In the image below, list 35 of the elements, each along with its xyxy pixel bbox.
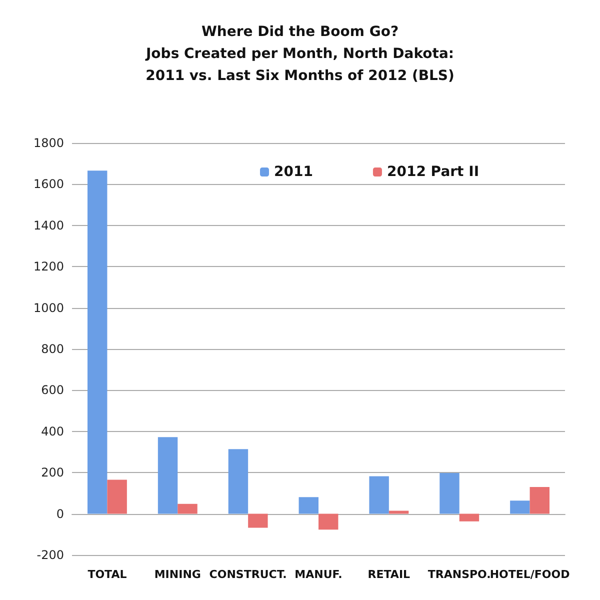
y-tick-label: 1000 (33, 300, 64, 315)
bar (87, 170, 108, 514)
y-tick-label: 1200 (33, 260, 64, 274)
y-tick-label: -200 (36, 548, 64, 562)
bar (459, 514, 480, 522)
legend-label: 2012 Part II (386, 164, 480, 180)
x-tick-label: RETAIL (368, 568, 410, 581)
bar (158, 437, 178, 514)
y-tick-label: 800 (41, 342, 64, 356)
x-tick-label: MANUF. (294, 568, 342, 581)
x-tick-label: TOTAL (88, 568, 127, 581)
y-tick-label: 1600 (33, 177, 64, 192)
bar (178, 504, 198, 514)
y-tick-label: 600 (41, 383, 64, 398)
y-tick-label: 0 (56, 506, 64, 521)
bar (228, 449, 248, 514)
x-tick-label: HOTEL/FOOD (490, 568, 570, 581)
x-tick-label: CONSTRUCT. (209, 568, 287, 581)
y-tick-label: 1400 (33, 218, 64, 232)
legend-label: 2011 (274, 164, 313, 180)
bar (318, 514, 338, 530)
chart-title: Where Did the Boom Go? Jobs Created per Month, North Dakota: 2011 vs. Last Six Months of 2012 (BLS) (144, 24, 454, 84)
y-tick-label: 400 (41, 424, 64, 438)
bar (440, 473, 460, 514)
bar (388, 510, 409, 514)
bar (510, 500, 530, 514)
bar (530, 487, 550, 514)
bar (369, 476, 389, 514)
x-tick-label: TRANSPO. (428, 568, 491, 581)
bar (248, 514, 268, 528)
y-tick-label: 1800 (33, 136, 64, 150)
x-tick-label: MINING (154, 568, 201, 581)
bar (107, 480, 127, 514)
bar (298, 497, 318, 514)
y-tick-label: 200 (41, 466, 64, 480)
